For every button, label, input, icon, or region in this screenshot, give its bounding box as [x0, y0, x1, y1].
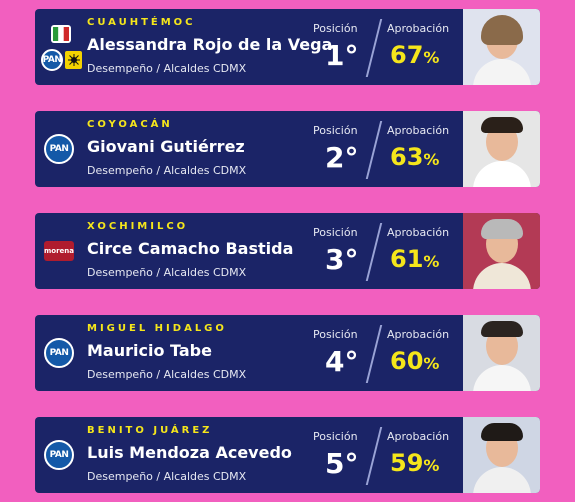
approval-value: 60% [390, 347, 439, 375]
approval-number: 67 [390, 41, 424, 69]
party-logos: morena [43, 223, 79, 279]
borough-label: COYOACÁN [87, 119, 173, 130]
party-logos: PAN [43, 325, 79, 381]
mayor-name: Circe Camacho Bastida [87, 239, 294, 258]
pan-logo: PAN [44, 440, 74, 470]
position-label: Posición [313, 124, 358, 137]
subtitle: Desempeño / Alcaldes CDMX [87, 368, 247, 381]
subtitle: Desempeño / Alcaldes CDMX [87, 266, 247, 279]
mayor-photo [463, 417, 540, 493]
position-value: 2° [325, 141, 359, 174]
ranking-card-3: morena XOCHIMILCO Circe Camacho Bastida … [35, 213, 540, 289]
divider [365, 325, 383, 383]
position-label: Posición [313, 226, 358, 239]
divider [365, 19, 383, 77]
borough-label: XOCHIMILCO [87, 221, 189, 232]
mayor-name: Alessandra Rojo de la Vega [87, 35, 333, 54]
position-value: 5° [325, 447, 359, 480]
photo-hair [481, 423, 523, 441]
photo-body [473, 263, 531, 289]
party-logos: PAN [43, 121, 79, 177]
photo-hair [481, 117, 523, 133]
mayor-photo [463, 9, 540, 85]
approval-value: 61% [390, 245, 439, 273]
divider [365, 121, 383, 179]
subtitle: Desempeño / Alcaldes CDMX [87, 62, 247, 75]
mayor-photo [463, 315, 540, 391]
approval-value: 67% [390, 41, 439, 69]
morena-logo: morena [44, 241, 74, 261]
percent-sign: % [423, 150, 440, 169]
percent-sign: % [423, 252, 440, 271]
approval-label: Aprobación [387, 124, 450, 137]
pan-logo: PAN [41, 49, 63, 71]
position-value: 1° [325, 39, 359, 72]
party-logos: PAN [43, 427, 79, 483]
approval-label: Aprobación [387, 22, 450, 35]
approval-label: Aprobación [387, 328, 450, 341]
position-label: Posición [313, 430, 358, 443]
borough-label: MIGUEL HIDALGO [87, 323, 227, 334]
photo-body [473, 467, 531, 493]
approval-value: 59% [390, 449, 439, 477]
photo-body [473, 59, 531, 85]
pan-logo: PAN [44, 134, 74, 164]
mayor-photo [463, 213, 540, 289]
position-value: 4° [325, 345, 359, 378]
ranking-card-5: PAN BENITO JUÁREZ Luis Mendoza Acevedo D… [35, 417, 540, 493]
photo-hair [481, 321, 523, 337]
percent-sign: % [423, 354, 440, 373]
pri-logo [51, 25, 71, 43]
pan-logo: PAN [44, 338, 74, 368]
approval-value: 63% [390, 143, 439, 171]
photo-hair [481, 219, 523, 239]
subtitle: Desempeño / Alcaldes CDMX [87, 470, 247, 483]
percent-sign: % [423, 48, 440, 67]
borough-label: BENITO JUÁREZ [87, 425, 213, 436]
borough-label: CUAUHTÉMOC [87, 17, 196, 28]
divider [365, 223, 383, 281]
ranking-card-2: PAN COYOACÁN Giovani Gutiérrez Desempeño… [35, 111, 540, 187]
mayor-name: Mauricio Tabe [87, 341, 212, 360]
position-label: Posición [313, 328, 358, 341]
photo-body [473, 161, 531, 187]
position-value: 3° [325, 243, 359, 276]
mayor-name: Luis Mendoza Acevedo [87, 443, 292, 462]
approval-number: 63 [390, 143, 424, 171]
mayor-name: Giovani Gutiérrez [87, 137, 245, 156]
approval-label: Aprobación [387, 430, 450, 443]
mayor-photo [463, 111, 540, 187]
ranking-card-4: PAN MIGUEL HIDALGO Mauricio Tabe Desempe… [35, 315, 540, 391]
prd-logo [65, 51, 82, 69]
subtitle: Desempeño / Alcaldes CDMX [87, 164, 247, 177]
percent-sign: % [423, 456, 440, 475]
photo-body [473, 365, 531, 391]
ranking-card-1: PAN CUAUHTÉMOC Alessandra Rojo de la Veg… [35, 9, 540, 85]
approval-number: 60 [390, 347, 424, 375]
position-label: Posición [313, 22, 358, 35]
approval-number: 59 [390, 449, 424, 477]
party-logos: PAN [41, 19, 82, 75]
divider [365, 427, 383, 485]
approval-label: Aprobación [387, 226, 450, 239]
approval-number: 61 [390, 245, 424, 273]
photo-hair [481, 15, 523, 45]
